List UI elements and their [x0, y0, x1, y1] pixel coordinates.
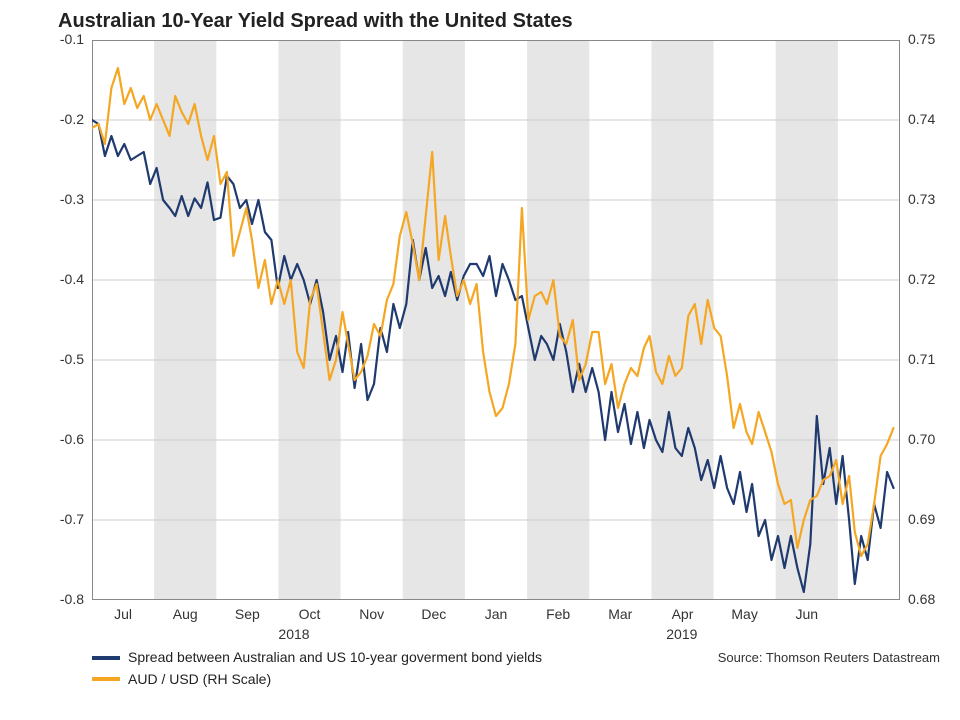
legend-swatch: [92, 656, 120, 660]
chart-legend: Spread between Australian and US 10-year…: [92, 648, 542, 691]
x-month-label: Nov: [359, 606, 384, 622]
y-left-tick-label: -0.4: [60, 271, 84, 287]
y-right-tick-label: 0.72: [908, 271, 935, 287]
x-month-label: Oct: [299, 606, 321, 622]
legend-swatch: [92, 677, 120, 681]
legend-label: Spread between Australian and US 10-year…: [128, 648, 542, 668]
x-month-label: Jun: [795, 606, 818, 622]
x-month-label: Aug: [173, 606, 198, 622]
x-month-label: Sep: [235, 606, 260, 622]
y-right-tick-label: 0.75: [908, 31, 935, 47]
x-month-label: May: [731, 606, 757, 622]
x-year-label: 2019: [666, 626, 697, 642]
y-right-tick-label: 0.74: [908, 111, 935, 127]
x-month-label: Mar: [608, 606, 632, 622]
y-left-tick-label: -0.2: [60, 111, 84, 127]
y-right-tick-label: 0.69: [908, 511, 935, 527]
x-month-label: Jul: [114, 606, 132, 622]
y-left-tick-label: -0.7: [60, 511, 84, 527]
y-right-tick-label: 0.71: [908, 351, 935, 367]
legend-label: AUD / USD (RH Scale): [128, 670, 271, 690]
x-year-label: 2018: [278, 626, 309, 642]
y-left-tick-label: -0.6: [60, 431, 84, 447]
x-month-label: Feb: [546, 606, 570, 622]
x-month-label: Dec: [421, 606, 446, 622]
y-right-tick-label: 0.70: [908, 431, 935, 447]
x-month-label: Jan: [485, 606, 508, 622]
y-right-tick-label: 0.68: [908, 591, 935, 607]
chart-plot: [92, 40, 900, 600]
chart-title: Australian 10-Year Yield Spread with the…: [58, 10, 573, 33]
y-left-tick-label: -0.8: [60, 591, 84, 607]
x-month-label: Apr: [672, 606, 694, 622]
y-right-tick-label: 0.73: [908, 191, 935, 207]
y-left-tick-label: -0.5: [60, 351, 84, 367]
y-left-tick-label: -0.1: [60, 31, 84, 47]
chart-source: Source: Thomson Reuters Datastream: [718, 650, 940, 665]
y-left-tick-label: -0.3: [60, 191, 84, 207]
legend-item: Spread between Australian and US 10-year…: [92, 648, 542, 668]
legend-item: AUD / USD (RH Scale): [92, 670, 542, 690]
